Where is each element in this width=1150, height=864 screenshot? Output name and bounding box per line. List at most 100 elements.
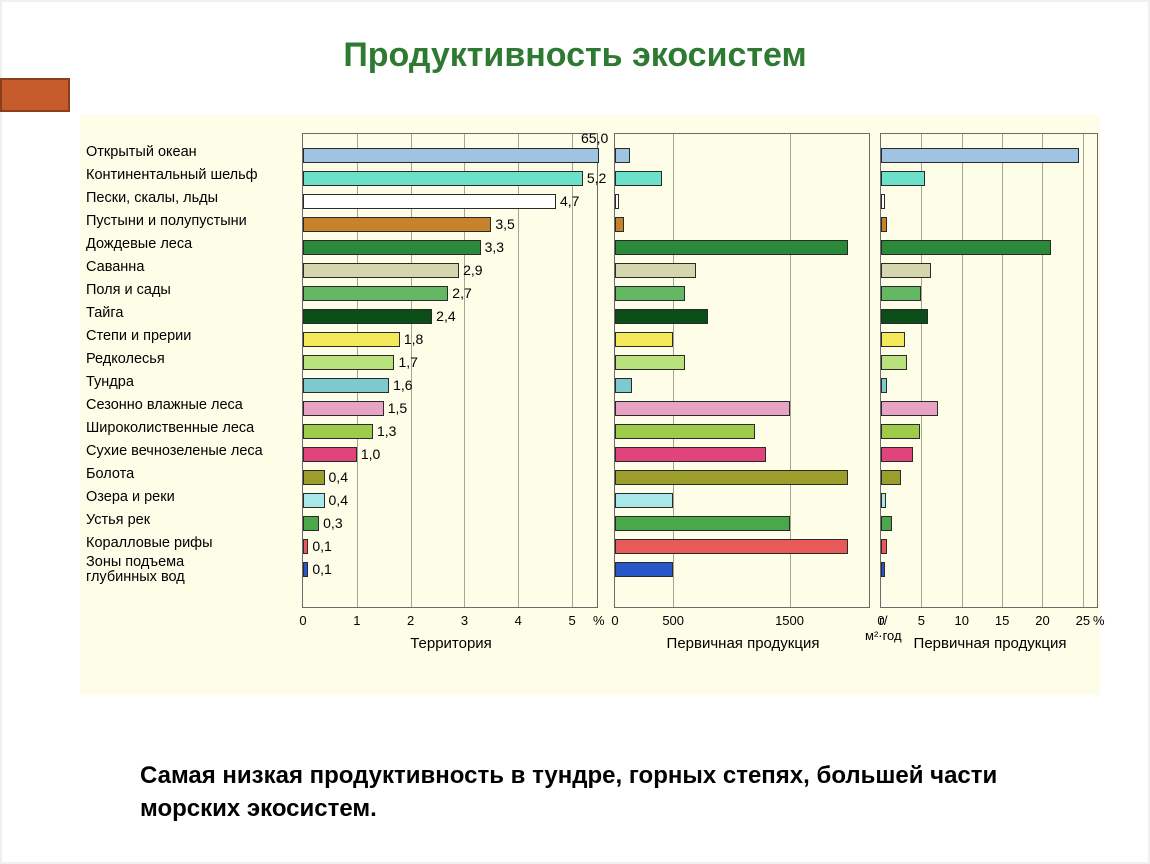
bar-value-label: 0,4 (329, 469, 348, 485)
category-label: Озера и реки (80, 486, 302, 509)
bar (881, 378, 887, 393)
slide-title: Продуктивность экосистем (0, 36, 1150, 75)
bar (881, 194, 885, 209)
tick-label: 1 (353, 613, 360, 628)
category-label: Пустыни и полупустыни (80, 210, 302, 233)
chart-area: Открытый океанКонтинентальный шельфПески… (80, 115, 1100, 695)
bar (881, 309, 928, 324)
accent-bar (0, 78, 70, 112)
bar (881, 424, 920, 439)
bar (303, 263, 459, 278)
bar (303, 447, 357, 462)
bar (303, 539, 308, 554)
bar (615, 447, 766, 462)
bar (303, 309, 432, 324)
bar (881, 332, 905, 347)
bar-value-label: 1,3 (377, 423, 396, 439)
bar (881, 240, 1051, 255)
bar (615, 493, 673, 508)
tick-label: 1500 (775, 613, 804, 628)
category-labels-column: Открытый океанКонтинентальный шельфПески… (80, 141, 302, 578)
tick-label: 10 (955, 613, 969, 628)
bar (615, 309, 708, 324)
category-label: Тундра (80, 371, 302, 394)
grid-line (1042, 134, 1043, 607)
category-label: Коралловые рифы (80, 532, 302, 555)
panel-territory: 012345%Территория65,05,24,73,53,32,92,72… (302, 133, 598, 608)
bar-value-label: 1,7 (398, 354, 417, 370)
bar (303, 194, 556, 209)
bar-value-label: 1,6 (393, 377, 412, 393)
axis-unit: % (1093, 613, 1105, 628)
grid-line (1002, 134, 1003, 607)
bar (615, 263, 696, 278)
bar (881, 539, 887, 554)
category-label: Открытый океан (80, 141, 302, 164)
tick-label: 0 (611, 613, 618, 628)
bar (303, 286, 448, 301)
category-label: Пески, скалы, льды (80, 187, 302, 210)
grid-line (1083, 134, 1084, 607)
tick-label: 0 (877, 613, 884, 628)
bar-value-label: 2,7 (452, 285, 471, 301)
bar (881, 401, 938, 416)
tick-label: 20 (1035, 613, 1049, 628)
category-label: Сезонно влажные леса (80, 394, 302, 417)
tick-label: 25 (1076, 613, 1090, 628)
axis-title: Территория (303, 635, 599, 652)
bar-value-label: 1,5 (388, 400, 407, 416)
bar (881, 447, 913, 462)
category-label: Степи и прерии (80, 325, 302, 348)
category-label: Поля и сады (80, 279, 302, 302)
bar (881, 171, 925, 186)
bar-value-label: 1,8 (404, 331, 423, 347)
bar (303, 240, 481, 255)
bar-value-label: 0,1 (312, 561, 331, 577)
bar (303, 401, 384, 416)
bar-value-label: 3,5 (495, 216, 514, 232)
bar (303, 378, 389, 393)
bar-value-label: 65,0 (581, 130, 608, 146)
bar-value-label: 2,9 (463, 262, 482, 278)
bar (615, 562, 673, 577)
bar (881, 355, 907, 370)
category-label: Редколесья (80, 348, 302, 371)
tick-label: 3 (461, 613, 468, 628)
caption-text: Самая низкая продуктивность в тундре, го… (140, 759, 1050, 826)
bar (615, 332, 673, 347)
tick-label: 0 (299, 613, 306, 628)
bar (615, 470, 848, 485)
category-label: Континентальный шельф (80, 164, 302, 187)
bar (303, 470, 325, 485)
bar (303, 148, 599, 163)
bar-value-label: 3,3 (485, 239, 504, 255)
tick-label: 5 (918, 613, 925, 628)
bar (303, 355, 394, 370)
bar (615, 217, 624, 232)
category-label: Саванна (80, 256, 302, 279)
bar (615, 378, 632, 393)
bar (881, 286, 921, 301)
bar-value-label: 0,3 (323, 515, 342, 531)
bar (303, 562, 308, 577)
panel-primary-production-pct: 0510152025%Первичная продукция (880, 133, 1098, 608)
category-label: Устья рек (80, 509, 302, 532)
bar-value-label: 0,1 (312, 538, 331, 554)
bar (881, 516, 892, 531)
bar (615, 401, 790, 416)
bar (615, 194, 619, 209)
bar (303, 171, 583, 186)
category-label: Дождевые леса (80, 233, 302, 256)
category-label: Сухие вечнозеленые леса (80, 440, 302, 463)
axis-unit: % (593, 613, 605, 628)
bar-value-label: 1,0 (361, 446, 380, 462)
bar (881, 493, 886, 508)
axis-title: Первичная продукция (615, 635, 871, 652)
bar (303, 217, 491, 232)
tick-label: 2 (407, 613, 414, 628)
bar (881, 217, 887, 232)
bar (615, 286, 685, 301)
bar (615, 516, 790, 531)
tick-label: 500 (662, 613, 684, 628)
bar (615, 539, 848, 554)
